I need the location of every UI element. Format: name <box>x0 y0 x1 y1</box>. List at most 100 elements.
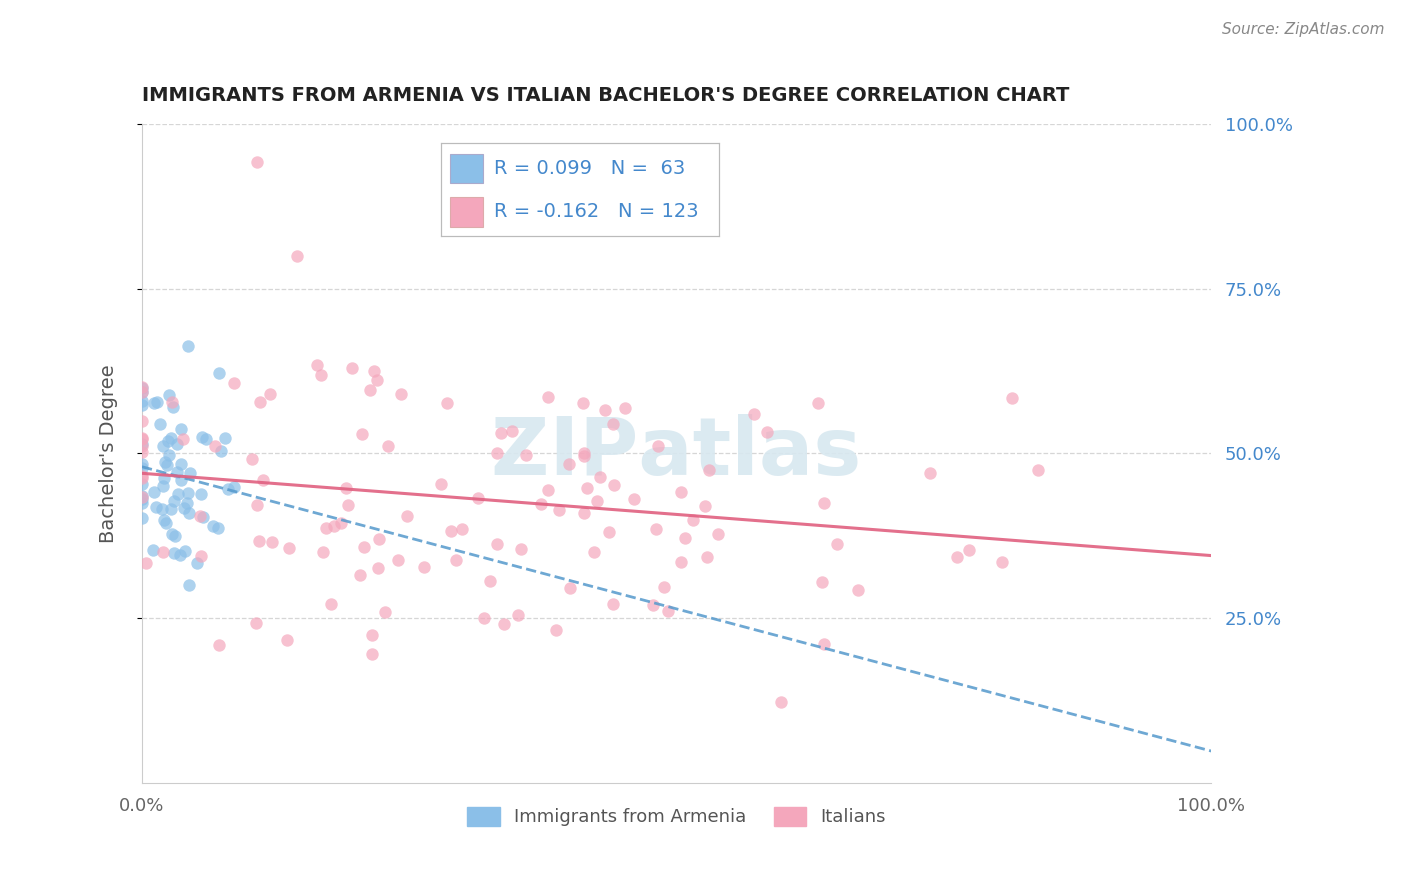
Point <box>510 541 533 556</box>
Point <box>142 396 165 410</box>
Point <box>807 395 830 409</box>
Point <box>131 457 153 471</box>
Point <box>152 479 174 493</box>
Point <box>657 604 679 618</box>
Point <box>508 608 530 623</box>
Point <box>208 638 231 652</box>
Point <box>572 445 595 459</box>
Point <box>131 384 153 399</box>
Point <box>641 599 664 613</box>
Point <box>169 548 191 562</box>
Point <box>277 541 299 555</box>
Point <box>813 637 835 651</box>
Point <box>252 473 274 487</box>
Point <box>191 430 214 444</box>
Point <box>247 533 270 548</box>
Point <box>131 490 153 504</box>
Point <box>315 521 337 535</box>
Point <box>811 575 834 590</box>
Point <box>246 498 269 512</box>
Point <box>167 487 190 501</box>
Point <box>166 465 188 479</box>
Point <box>131 439 153 453</box>
Point <box>170 422 193 436</box>
Point <box>131 398 153 412</box>
Point <box>349 568 371 582</box>
Point <box>696 549 718 564</box>
Point <box>131 445 153 459</box>
Point <box>440 524 463 538</box>
Point <box>170 457 193 471</box>
Point <box>224 376 246 391</box>
Point <box>152 513 174 527</box>
Point <box>359 383 381 397</box>
Point <box>208 366 231 380</box>
Point <box>598 524 620 539</box>
Point <box>813 496 835 510</box>
Point <box>190 549 212 563</box>
Point <box>374 605 396 619</box>
Point <box>671 555 693 569</box>
Point <box>340 361 363 376</box>
Point <box>159 388 181 402</box>
Text: IMMIGRANTS FROM ARMENIA VS ITALIAN BACHELOR'S DEGREE CORRELATION CHART: IMMIGRANTS FROM ARMENIA VS ITALIAN BACHE… <box>142 87 1070 105</box>
Point <box>478 574 501 588</box>
Point <box>214 432 236 446</box>
Point <box>492 617 515 632</box>
Point <box>155 516 177 531</box>
Point <box>131 460 153 475</box>
Point <box>155 455 177 469</box>
Point <box>323 519 346 533</box>
Point <box>693 499 716 513</box>
Point <box>467 491 489 506</box>
Point <box>361 628 384 642</box>
Point <box>602 597 624 611</box>
Text: ZIP​atlas: ZIP​atlas <box>492 415 862 492</box>
Point <box>367 560 389 574</box>
Point <box>305 358 328 372</box>
Point <box>572 450 595 464</box>
Point <box>172 432 194 446</box>
Point <box>131 496 153 510</box>
Point <box>576 481 599 495</box>
Point <box>131 489 153 503</box>
Point <box>377 439 399 453</box>
Point <box>603 478 626 492</box>
Point <box>589 469 612 483</box>
Point <box>742 407 765 421</box>
Point <box>396 508 419 523</box>
Point <box>190 487 212 501</box>
Point <box>276 633 298 648</box>
Point <box>170 474 193 488</box>
Point <box>262 535 284 549</box>
Point <box>558 457 581 471</box>
Point <box>485 537 508 551</box>
Point <box>489 425 512 440</box>
Point <box>209 443 232 458</box>
Point <box>312 545 335 559</box>
Point <box>131 437 153 451</box>
Point <box>706 527 728 541</box>
Point <box>319 598 342 612</box>
Point <box>957 542 980 557</box>
Point <box>131 491 153 506</box>
Point <box>585 494 607 508</box>
Point <box>613 401 636 416</box>
Point <box>920 466 942 480</box>
Point <box>548 503 571 517</box>
Point <box>179 467 201 481</box>
Point <box>474 611 496 625</box>
Text: Source: ZipAtlas.com: Source: ZipAtlas.com <box>1222 22 1385 37</box>
Point <box>770 695 793 709</box>
Point <box>142 542 165 557</box>
Point <box>335 481 357 495</box>
Point <box>644 522 666 536</box>
Point <box>572 506 595 520</box>
Point <box>177 339 200 353</box>
Point <box>150 501 173 516</box>
Point <box>156 434 179 449</box>
Point <box>430 477 453 491</box>
Point <box>336 498 359 512</box>
Point <box>217 482 239 496</box>
Point <box>131 381 153 395</box>
